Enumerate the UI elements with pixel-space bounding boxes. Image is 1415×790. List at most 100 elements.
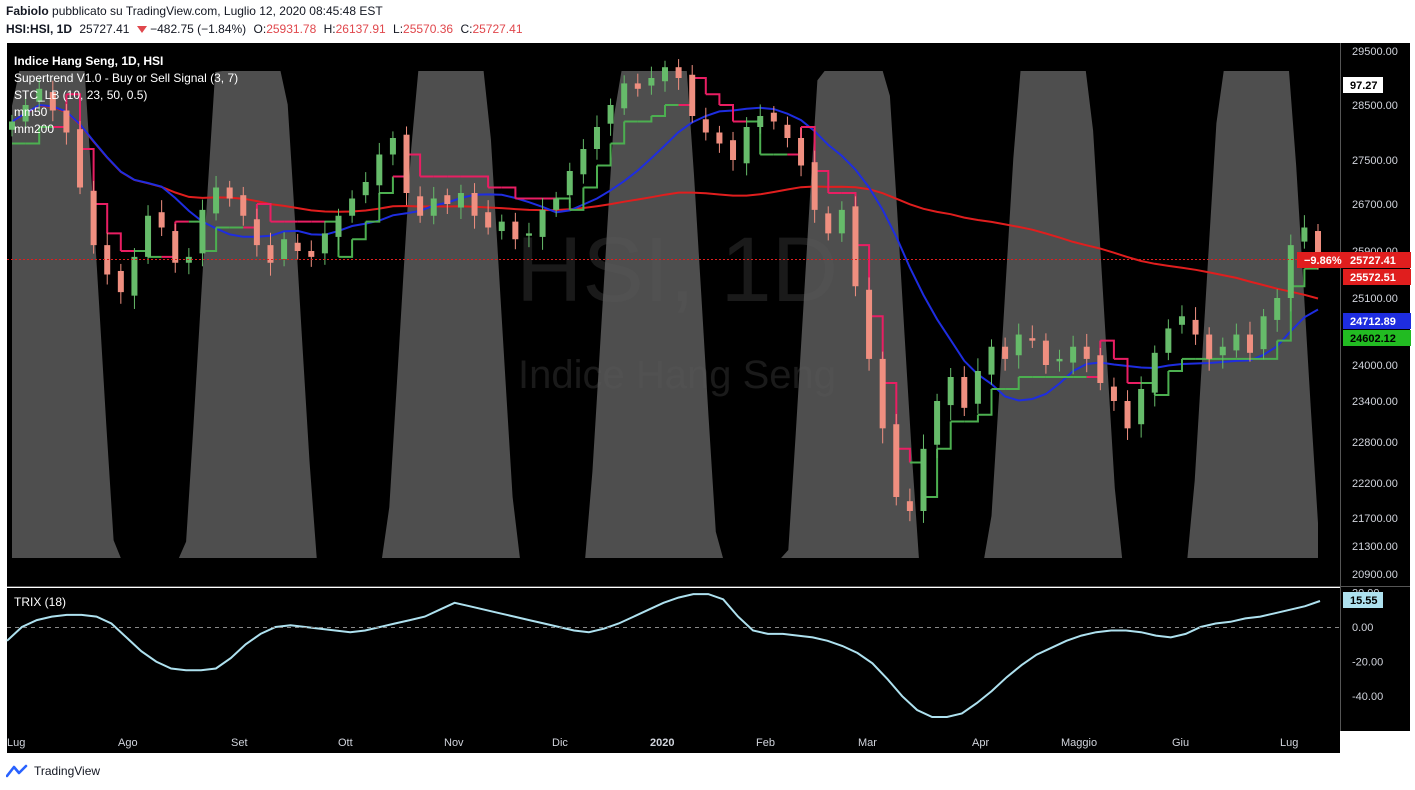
candle bbox=[444, 188, 451, 214]
supertrend-segment bbox=[651, 105, 666, 117]
candle bbox=[63, 103, 70, 145]
candle bbox=[689, 65, 696, 123]
svg-text:24602.12: 24602.12 bbox=[1350, 333, 1396, 345]
candle bbox=[240, 186, 247, 226]
svg-text:15.55: 15.55 bbox=[1350, 595, 1378, 607]
trix-series bbox=[6, 593, 1321, 718]
price-tick-label: 23400.00 bbox=[1352, 396, 1398, 408]
candle bbox=[1083, 333, 1090, 373]
trix-pane[interactable] bbox=[7, 588, 1340, 731]
candle bbox=[675, 59, 682, 90]
legend-trix: TRIX (18) bbox=[14, 595, 66, 609]
candle bbox=[117, 263, 124, 304]
supertrend-segment bbox=[474, 175, 490, 188]
supertrend-segment bbox=[93, 203, 109, 234]
candle bbox=[1015, 323, 1022, 369]
candle bbox=[1151, 345, 1158, 407]
trix-tick-label: -40.00 bbox=[1352, 691, 1383, 703]
supertrend-segment bbox=[338, 239, 354, 258]
supertrend-segment bbox=[1290, 268, 1306, 288]
candle bbox=[662, 60, 668, 92]
candle bbox=[553, 191, 560, 217]
candle bbox=[403, 126, 410, 206]
time-axis[interactable] bbox=[7, 731, 1340, 753]
candle bbox=[811, 150, 818, 223]
candle bbox=[199, 199, 206, 267]
candle bbox=[457, 184, 464, 219]
candle bbox=[1165, 319, 1172, 361]
price-tags: 97.27 25727.41 −9.86% 25572.51 24712.89 24602… bbox=[1297, 77, 1411, 608]
supertrend-segment bbox=[637, 116, 653, 123]
candle bbox=[49, 80, 56, 122]
candle bbox=[321, 221, 328, 265]
candle bbox=[349, 190, 356, 223]
candle bbox=[1110, 377, 1117, 411]
supertrend-segment bbox=[569, 187, 585, 211]
time-tick-label: Ott bbox=[338, 737, 353, 749]
candle bbox=[798, 128, 805, 177]
supertrend-segment bbox=[107, 232, 122, 251]
supertrend-segment bbox=[1168, 358, 1183, 372]
supertrend-segment bbox=[977, 389, 993, 416]
price-tick-label: 27500.00 bbox=[1352, 155, 1398, 167]
candle bbox=[417, 186, 424, 223]
candle bbox=[634, 73, 641, 97]
candle bbox=[1097, 347, 1104, 391]
candle bbox=[648, 66, 655, 95]
candle bbox=[1301, 215, 1308, 249]
price-tag: 15.55 bbox=[1343, 592, 1383, 608]
close-label: C: bbox=[460, 22, 473, 36]
tradingview-brand[interactable]: TradingView bbox=[6, 764, 100, 778]
supertrend-segment bbox=[202, 227, 218, 252]
stc-area bbox=[12, 71, 1318, 558]
chart-canvas[interactable]: HSI, 1D Indice Hang Seng 29500.0028500.0… bbox=[0, 43, 1415, 753]
candle bbox=[158, 200, 165, 237]
candle bbox=[716, 125, 723, 153]
supertrend-segment bbox=[964, 414, 979, 423]
price-tag: 97.27 bbox=[1343, 77, 1383, 93]
price-tick-label: 24000.00 bbox=[1352, 360, 1398, 372]
candle bbox=[226, 180, 233, 207]
time-tick-label: Lug bbox=[7, 737, 25, 749]
candle bbox=[172, 223, 179, 273]
candle bbox=[22, 96, 29, 130]
candle bbox=[852, 196, 859, 297]
candle bbox=[281, 232, 288, 267]
legend-mm50: mm50 bbox=[14, 105, 48, 119]
price-tick-label: 21700.00 bbox=[1352, 513, 1398, 525]
candle bbox=[1192, 307, 1199, 345]
supertrend-segment bbox=[583, 165, 598, 189]
price-tick-label: 28500.00 bbox=[1352, 100, 1398, 112]
legend-supertrend: Supertrend V1.0 - Buy or Sell Signal (3,… bbox=[14, 71, 238, 85]
open-value: 25931.78 bbox=[266, 22, 317, 36]
price-change: −482.75 (−1.84%) bbox=[150, 22, 247, 36]
candle bbox=[757, 104, 764, 134]
candle bbox=[593, 115, 600, 160]
candle bbox=[512, 212, 519, 250]
publish-text: pubblicato su TradingView.com, Luglio 12… bbox=[52, 4, 383, 18]
time-tick-label: Nov bbox=[444, 737, 464, 749]
ohlc-bar: HSI:HSI, 1D 25727.41 −482.75 (−1.84%) O:… bbox=[6, 22, 523, 36]
candle bbox=[471, 183, 478, 229]
candle bbox=[389, 131, 396, 166]
price-scale: 29500.0028500.0027500.0026700.0025900.00… bbox=[1352, 46, 1398, 703]
time-tick-label: Apr bbox=[972, 737, 989, 749]
candle bbox=[838, 201, 845, 242]
chart-legend: Indice Hang Seng, 1D, HSI Supertrend V1.… bbox=[14, 54, 238, 609]
high-label: H: bbox=[323, 22, 336, 36]
candle bbox=[36, 79, 43, 112]
price-axis[interactable] bbox=[1340, 43, 1410, 731]
candle bbox=[770, 106, 777, 130]
candle bbox=[961, 366, 968, 417]
high-value: 26137.91 bbox=[335, 22, 386, 36]
publish-info: Fabiolo pubblicato su TradingView.com, L… bbox=[6, 4, 383, 18]
candle bbox=[1233, 323, 1240, 358]
supertrend-segment bbox=[937, 421, 952, 450]
supertrend-segment bbox=[501, 186, 517, 199]
candle bbox=[1274, 289, 1281, 332]
candle bbox=[335, 208, 342, 250]
time-scale: Lug Ago Set Ott Nov Dic 2020 Feb Mar Apr Maggio Giu… bbox=[7, 737, 1298, 749]
candle bbox=[920, 434, 927, 523]
price-tick-label: 21300.00 bbox=[1352, 541, 1398, 553]
svg-text:25727.41: 25727.41 bbox=[1350, 255, 1396, 267]
